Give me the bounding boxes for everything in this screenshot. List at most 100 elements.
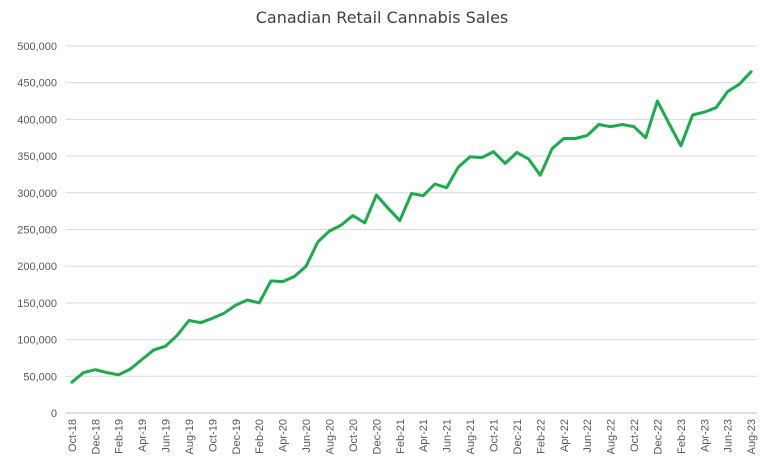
data-point	[586, 134, 589, 137]
data-point	[679, 144, 682, 147]
x-tick-label: Oct-19	[207, 419, 219, 452]
data-point	[656, 100, 659, 103]
data-point	[164, 345, 167, 348]
x-tick-label: Oct-21	[488, 419, 500, 452]
x-tick-label: Feb-21	[395, 419, 407, 454]
data-point	[387, 207, 390, 210]
data-point	[70, 381, 73, 384]
x-tick-label: Apr-20	[278, 419, 290, 452]
x-tick-label: Oct-20	[348, 419, 360, 452]
y-tick-label: 200,000	[17, 261, 57, 273]
data-point	[223, 312, 226, 315]
data-point	[527, 158, 530, 161]
x-tick-label: Aug-21	[465, 419, 477, 454]
data-point	[316, 240, 319, 243]
data-point	[738, 83, 741, 86]
y-tick-label: 50,000	[23, 371, 57, 383]
x-tick-label: Apr-22	[559, 419, 571, 452]
x-tick-label: Jun-23	[723, 419, 735, 453]
x-tick-label: Dec-20	[371, 419, 383, 454]
data-point	[609, 125, 612, 128]
data-point	[691, 113, 694, 116]
data-point	[492, 150, 495, 153]
data-point	[234, 304, 237, 307]
data-point	[597, 123, 600, 126]
data-point	[539, 174, 542, 177]
data-point	[750, 70, 753, 73]
x-tick-label: Jun-20	[301, 419, 313, 453]
data-point	[94, 368, 97, 371]
y-tick-label: 250,000	[17, 225, 57, 237]
y-tick-label: 500,000	[17, 41, 57, 53]
data-point	[328, 229, 331, 232]
y-tick-label: 300,000	[17, 188, 57, 200]
x-tick-label: Aug-23	[746, 419, 758, 454]
y-tick-label: 400,000	[17, 114, 57, 126]
data-point	[351, 214, 354, 217]
data-point	[633, 125, 636, 128]
x-tick-label: Apr-21	[418, 419, 430, 452]
data-point	[515, 151, 518, 154]
x-tick-label: Apr-19	[137, 419, 149, 452]
data-point	[445, 186, 448, 189]
x-axis-labels: Oct-18 Dec-18 Feb-19 Apr-19 Jun-19 Aug-19 Oct-…	[67, 419, 758, 454]
y-tick-label: 150,000	[17, 298, 57, 310]
x-tick-label: Dec-21	[512, 419, 524, 454]
data-point	[703, 111, 706, 114]
x-tick-label: Dec-19	[231, 419, 243, 454]
data-point	[644, 136, 647, 139]
x-tick-label: Apr-23	[699, 419, 711, 452]
data-point	[258, 301, 261, 304]
x-tick-label: Feb-22	[535, 419, 547, 454]
x-tick-label: Aug-22	[606, 419, 618, 454]
data-point	[433, 182, 436, 185]
data-point	[551, 147, 554, 150]
data-point	[305, 265, 308, 268]
x-tick-label: Oct-22	[629, 419, 641, 452]
data-point	[480, 156, 483, 159]
y-tick-label: 450,000	[17, 78, 57, 90]
data-point	[457, 166, 460, 169]
y-tick-label: 100,000	[17, 335, 57, 347]
data-point	[504, 162, 507, 165]
series-sales	[70, 70, 753, 384]
data-point	[398, 219, 401, 222]
data-point	[715, 106, 718, 109]
x-tick-label: Aug-19	[184, 419, 196, 454]
data-point	[668, 122, 671, 125]
data-point	[129, 367, 132, 370]
x-tick-label: Feb-20	[254, 419, 266, 454]
y-axis-labels: 0 50,000 100,000 150,000 200,000 250,000 300,0…	[17, 41, 57, 420]
x-tick-label: Oct-18	[67, 419, 79, 452]
data-point	[176, 334, 179, 337]
data-point	[469, 155, 472, 158]
data-point	[363, 221, 366, 224]
data-point	[293, 275, 296, 278]
data-point	[246, 298, 249, 301]
data-point	[562, 137, 565, 140]
data-point	[152, 348, 155, 351]
y-tick-label: 0	[51, 408, 57, 420]
data-point	[82, 371, 85, 374]
data-point	[141, 358, 144, 361]
x-tick-label: Jun-19	[161, 419, 173, 453]
data-point	[105, 371, 108, 374]
data-point	[269, 279, 272, 282]
data-point	[340, 224, 343, 227]
x-tick-label: Feb-23	[676, 419, 688, 454]
data-point	[621, 123, 624, 126]
data-point	[281, 280, 284, 283]
data-point	[199, 321, 202, 324]
x-tick-label: Feb-19	[114, 419, 126, 454]
x-tick-label: Jun-21	[442, 419, 454, 453]
x-tick-label: Dec-22	[652, 419, 664, 454]
series-line	[70, 70, 753, 384]
data-point	[574, 137, 577, 140]
data-point	[187, 319, 190, 322]
x-tick-label: Jun-22	[582, 419, 594, 453]
x-tick-label: Dec-18	[90, 419, 102, 454]
chart-title: Canadian Retail Cannabis Sales	[255, 8, 509, 27]
data-point	[422, 194, 425, 197]
data-point	[117, 373, 120, 376]
